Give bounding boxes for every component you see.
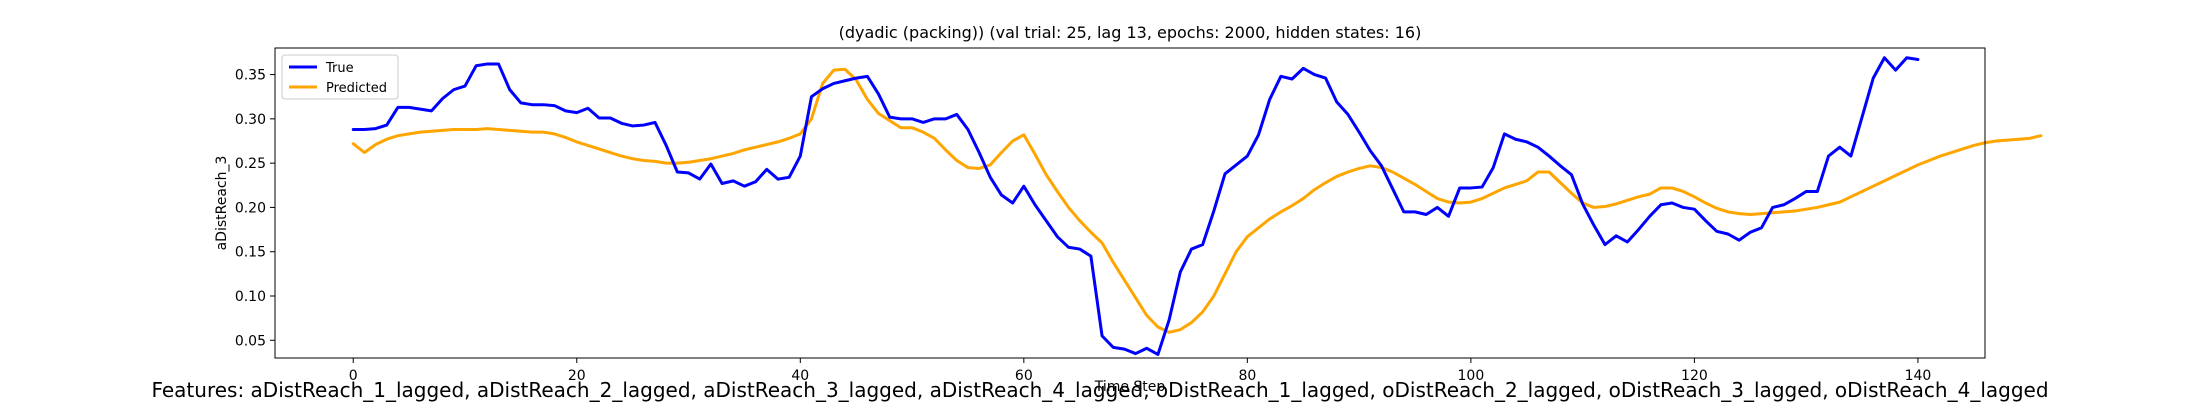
x-axis-label: Time Step	[1094, 379, 1166, 395]
x-tick-label: 40	[791, 368, 809, 384]
legend-label-predicted: Predicted	[326, 81, 387, 96]
legend-label-true: True	[325, 61, 354, 76]
x-tick-label: 60	[1015, 368, 1033, 384]
legend: True Predicted	[281, 54, 399, 100]
x-tick-label: 20	[568, 368, 586, 384]
plot-frame	[274, 47, 1986, 359]
series-line-predicted	[351, 67, 2043, 334]
x-tick-label: 100	[1458, 368, 1485, 384]
series-lines	[351, 56, 2043, 356]
plot-area	[275, 48, 1985, 358]
y-axis: 0.05 0.10 0.15 0.20 0.25 0.30 0.35	[235, 68, 275, 349]
y-tick-label: 0.30	[235, 112, 266, 128]
x-tick-label: 120	[1681, 368, 1708, 384]
x-tick-label: 140	[1905, 368, 1932, 384]
y-axis-label: aDistReach_3	[214, 156, 230, 251]
y-tick-label: 0.25	[235, 156, 266, 172]
x-tick-label: 80	[1238, 368, 1256, 384]
series-line-true	[351, 56, 1920, 356]
y-tick-label: 0.05	[235, 333, 266, 349]
y-tick-label: 0.10	[235, 289, 266, 305]
features-caption: Features: aDistReach_1_lagged, aDistReac…	[151, 378, 2049, 402]
y-tick-label: 0.35	[235, 68, 266, 84]
chart-title: (dyadic (packing)) (val trial: 25, lag 1…	[839, 23, 1422, 42]
y-tick-label: 0.15	[235, 245, 266, 261]
x-axis: 0 20 40 60 80 100 120 140	[349, 358, 1932, 384]
x-tick-label: 0	[349, 368, 358, 384]
y-tick-label: 0.20	[235, 200, 266, 216]
